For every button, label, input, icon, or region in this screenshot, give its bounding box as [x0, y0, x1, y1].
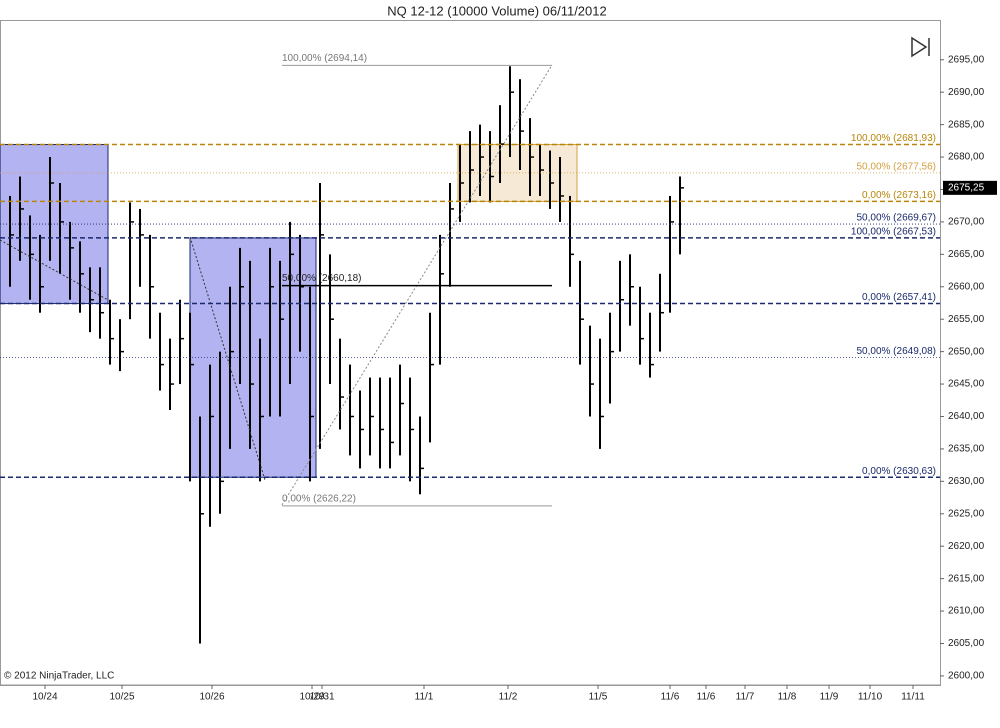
- fib-label: 100,00% (2694,14): [282, 53, 367, 64]
- y-tick-label: 2680,00: [948, 152, 985, 163]
- x-tick-label: 11/11: [901, 692, 925, 703]
- x-tick-label: 11/6: [661, 692, 680, 703]
- x-tick-label: 11/5: [589, 692, 608, 703]
- x-tick-label: 10/29: [299, 692, 324, 703]
- x-tick-label: 10/31: [309, 692, 334, 703]
- x-tick-label: 11/9: [820, 692, 839, 703]
- x-tick-label: 10/26: [199, 692, 224, 703]
- y-tick-label: 2650,00: [948, 346, 985, 357]
- y-tick-label: 2625,00: [948, 508, 985, 519]
- chart-title: NQ 12-12 (10000 Volume) 06/11/2012: [387, 3, 606, 18]
- x-tick-label: 11/8: [778, 692, 797, 703]
- play-icon[interactable]: [911, 36, 930, 58]
- y-tick-label: 2685,00: [948, 119, 985, 130]
- fib-label: 50,00% (2660,18): [282, 273, 362, 284]
- level-label: 0,00% (2657,41): [862, 292, 936, 303]
- x-tick-label: 11/6: [697, 692, 716, 703]
- fib-label: 0,00% (2626,22): [282, 493, 356, 504]
- level-label: 0,00% (2673,16): [862, 190, 936, 201]
- x-tick-label: 10/24: [32, 692, 57, 703]
- y-tick-label: 2640,00: [948, 411, 985, 422]
- level-label: 50,00% (2677,56): [856, 162, 936, 173]
- plot-frame: [0, 20, 941, 686]
- y-tick-label: 2695,00: [948, 54, 985, 65]
- y-tick-label: 2620,00: [948, 541, 985, 552]
- trend-line: [0, 239, 109, 301]
- x-tick-label: 10/25: [109, 692, 134, 703]
- y-tick-label: 2605,00: [948, 638, 985, 649]
- level-label: 100,00% (2667,53): [851, 227, 936, 238]
- y-tick-label: 2690,00: [948, 87, 985, 98]
- last-price-box: [943, 180, 997, 195]
- level-label: 50,00% (2669,67): [856, 213, 936, 224]
- y-tick-label: 2635,00: [948, 444, 985, 455]
- level-label: 100,00% (2681,93): [851, 133, 936, 144]
- y-tick-label: 2665,00: [948, 249, 985, 260]
- y-tick-label: 2600,00: [948, 671, 985, 682]
- x-tick-label: 11/7: [736, 692, 755, 703]
- y-tick-label: 2615,00: [948, 573, 985, 584]
- y-tick-label: 2610,00: [948, 606, 985, 617]
- y-tick-label: 2630,00: [948, 476, 985, 487]
- level-label: 0,00% (2630,63): [862, 466, 936, 477]
- x-tick-label: 11/10: [858, 692, 883, 703]
- y-tick-label: 2670,00: [948, 217, 985, 228]
- x-tick-label: 11/2: [499, 692, 518, 703]
- copyright: © 2012 NinjaTrader, LLC: [4, 671, 114, 682]
- y-tick-label: 2655,00: [948, 314, 985, 325]
- last-price-label: 2675,25: [948, 182, 985, 193]
- x-tick-label: 11/1: [415, 692, 434, 703]
- y-tick-label: 2660,00: [948, 281, 985, 292]
- level-label: 50,00% (2649,08): [856, 346, 936, 357]
- y-tick-label: 2645,00: [948, 379, 985, 390]
